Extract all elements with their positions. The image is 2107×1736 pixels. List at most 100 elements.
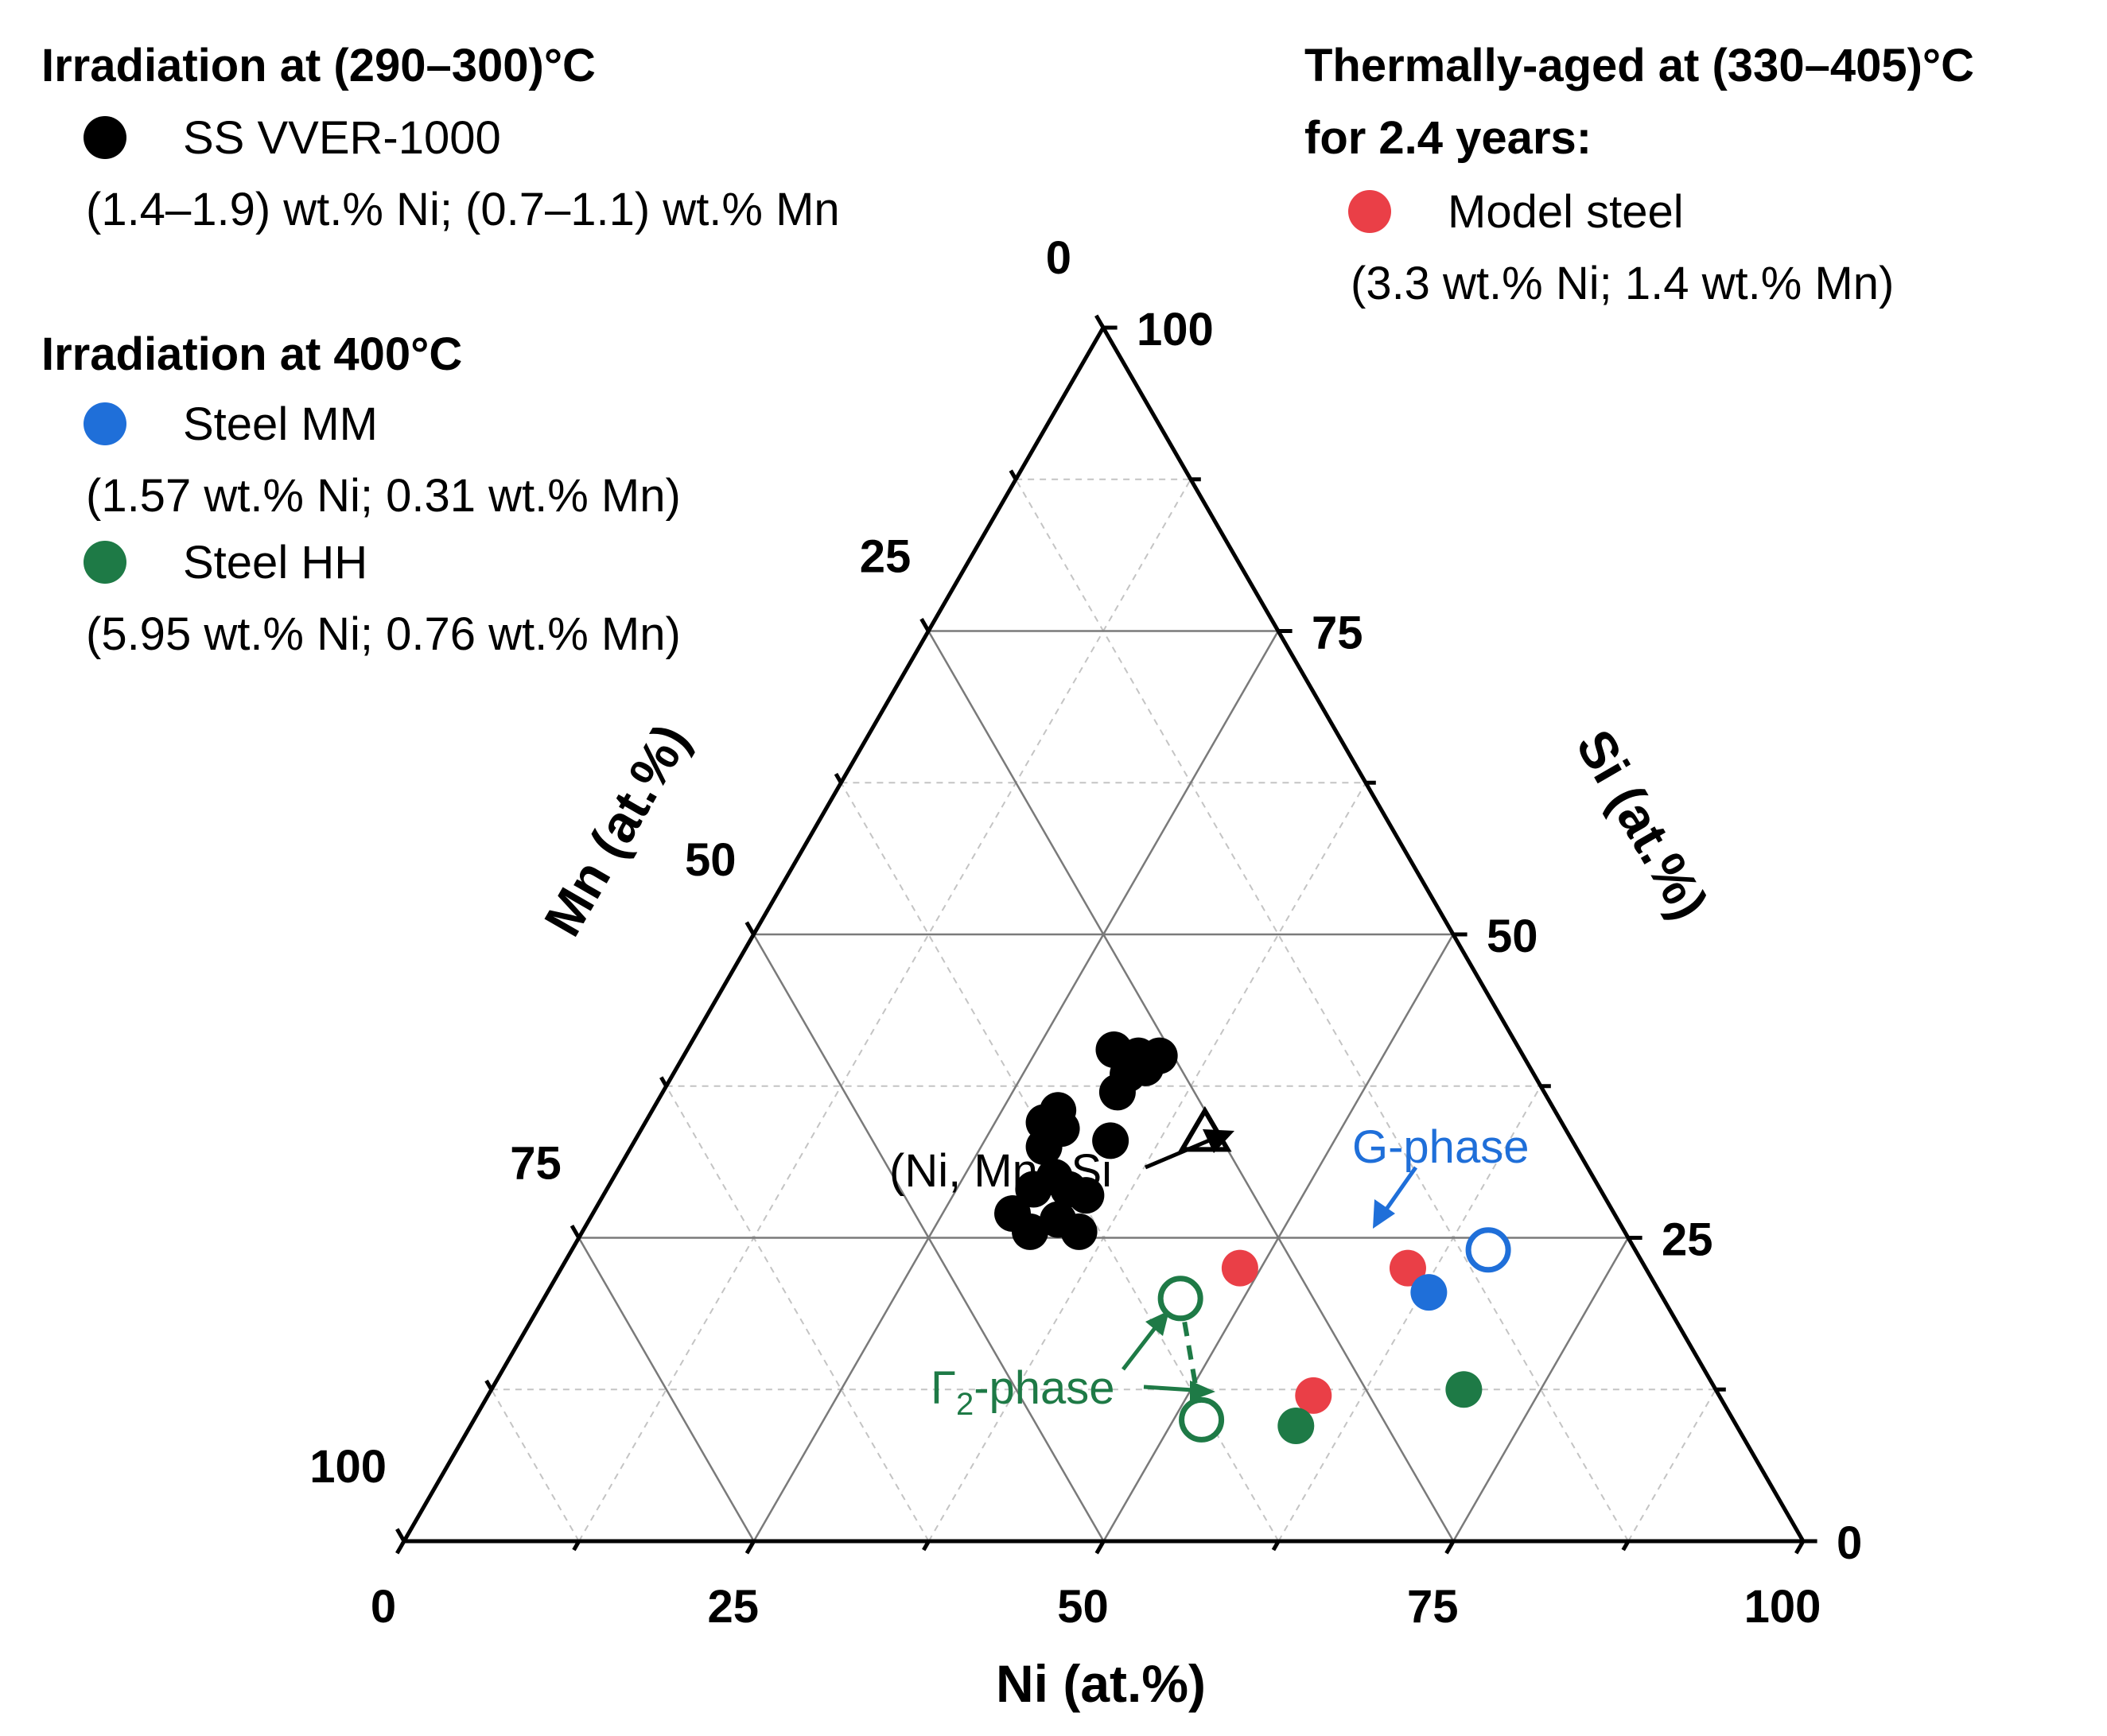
ni-tick-25: 25 bbox=[707, 1581, 759, 1633]
major-grid bbox=[577, 630, 1630, 1542]
legend-note-vver: (1.4–1.9) wt.% Ni; (0.7–1.1) wt.% Mn bbox=[86, 184, 840, 235]
tick-mn-100 bbox=[395, 1528, 406, 1543]
point-ss-vver-1000-16 bbox=[1067, 1177, 1105, 1214]
minor-grid-mn-62.5 bbox=[665, 1085, 930, 1542]
tick-mn-87.5 bbox=[484, 1379, 494, 1391]
minor-grid-ni-37.5 bbox=[927, 782, 1366, 1542]
legend-group-2: Irradiation at 400°C Steel MM (1.57 wt.%… bbox=[41, 328, 681, 660]
point-model-steel-1 bbox=[1221, 1249, 1258, 1287]
major-grid-mn-50 bbox=[752, 934, 1105, 1542]
legend-marker-model bbox=[1348, 190, 1391, 233]
legend-name-model: Model steel bbox=[1448, 186, 1684, 238]
tick-ni-50 bbox=[1094, 1540, 1106, 1555]
point-steel-mm-1 bbox=[1410, 1274, 1448, 1311]
gamma-phase-label: Γ2-phase bbox=[931, 1362, 1115, 1422]
si-tick-100: 100 bbox=[1137, 304, 1214, 355]
si-tick-50: 50 bbox=[1487, 911, 1538, 962]
si-axis-label: Si (at.%) bbox=[1565, 720, 1720, 928]
legend-marker-vver bbox=[84, 116, 126, 159]
gamma-arrow-upper bbox=[1122, 1326, 1157, 1371]
gamma-arrowhead-upper bbox=[1145, 1311, 1169, 1336]
point-ss-vver-1000-10 bbox=[1092, 1122, 1129, 1159]
g-phase-arrowhead bbox=[1373, 1199, 1395, 1229]
legend-name-vver: SS VVER-1000 bbox=[183, 112, 501, 164]
gamma-arrow-lower bbox=[1143, 1385, 1194, 1392]
ref-gamma-phase-circle-2 bbox=[1179, 1396, 1225, 1443]
legend-title-thermal-2: for 2.4 years: bbox=[1304, 112, 1592, 164]
ni-tick-50: 50 bbox=[1057, 1581, 1109, 1633]
point-ss-vver-1000-13 bbox=[1015, 1171, 1052, 1208]
nimnsi-label-main: (Ni, Mn) bbox=[889, 1145, 1053, 1197]
data-series bbox=[994, 1031, 1483, 1445]
legend-marker-hh bbox=[84, 541, 126, 584]
minor-grid bbox=[491, 478, 1716, 1542]
mn-tick-75: 75 bbox=[510, 1138, 562, 1190]
legend-group-3: Thermally-aged at (330–405)°C for 2.4 ye… bbox=[1304, 40, 1974, 309]
mn-tick-0: 0 bbox=[1046, 232, 1071, 284]
tick-ni-37.5 bbox=[922, 1540, 931, 1552]
point-ss-vver-1000-18 bbox=[1012, 1213, 1049, 1250]
tick-mn-62.5 bbox=[659, 1076, 668, 1088]
mn-axis-label: Mn (at.%) bbox=[533, 714, 701, 946]
ref-nimnsi-triangle bbox=[1178, 1105, 1232, 1152]
legend-group-1: Irradiation at (290–300)°C SS VVER-1000 … bbox=[41, 40, 840, 235]
minor-grid-ni-62.5 bbox=[1277, 1085, 1541, 1542]
gamma-label-tail: -phase bbox=[974, 1362, 1114, 1414]
nimnsi-label: (Ni, Mn)2Si bbox=[889, 1145, 1112, 1205]
point-model-steel-3 bbox=[1295, 1377, 1332, 1414]
mn-tick-25: 25 bbox=[860, 531, 912, 583]
bottom-tick-labels: 0 25 50 75 100 bbox=[371, 1581, 1821, 1633]
point-model-steel-2 bbox=[1389, 1249, 1426, 1287]
minor-grid-mn-87.5 bbox=[491, 1388, 580, 1542]
nimnsi-label-tail: Si bbox=[1071, 1145, 1112, 1197]
right-tick-labels: 0 25 50 75 100 bbox=[1137, 304, 1862, 1569]
si-tick-75: 75 bbox=[1312, 608, 1363, 659]
minor-grid-ni-12.5 bbox=[578, 479, 1192, 1542]
point-steel-hh-2 bbox=[1277, 1408, 1315, 1445]
major-grid-ni-25 bbox=[752, 630, 1280, 1542]
ni-tick-100: 100 bbox=[1744, 1581, 1821, 1633]
ref-gamma-phase-circle-1 bbox=[1157, 1276, 1203, 1322]
g-phase-label: G-phase bbox=[1352, 1121, 1529, 1173]
si-tick-25: 25 bbox=[1662, 1214, 1713, 1266]
legend-note-hh: (5.95 wt.% Ni; 0.76 wt.% Mn) bbox=[86, 608, 681, 660]
tick-ni-75 bbox=[1444, 1540, 1456, 1555]
nimnsi-arrowhead bbox=[1203, 1129, 1234, 1153]
point-steel-hh-1 bbox=[1445, 1371, 1483, 1408]
legend-title-thermal-1: Thermally-aged at (330–405)°C bbox=[1304, 40, 1974, 91]
point-ss-vver-1000-6 bbox=[1098, 1074, 1136, 1111]
legend-note-mm: (1.57 wt.% Ni; 0.31 wt.% Mn) bbox=[86, 470, 681, 522]
gamma-label-sub: 2 bbox=[956, 1387, 974, 1422]
axis-ticks bbox=[395, 314, 1817, 1555]
tick-mn-0 bbox=[1094, 314, 1106, 329]
ref-g-phase-circle bbox=[1465, 1227, 1511, 1273]
legend-name-mm: Steel MM bbox=[183, 398, 378, 450]
reference-phases bbox=[1157, 1105, 1511, 1443]
tick-mn-25 bbox=[919, 618, 931, 632]
legend-title-400: Irradiation at 400°C bbox=[41, 328, 462, 380]
mn-tick-100: 100 bbox=[309, 1441, 387, 1493]
nimnsi-arrow bbox=[1145, 1136, 1214, 1170]
nimnsi-label-sub: 2 bbox=[1053, 1170, 1071, 1205]
si-tick-0: 0 bbox=[1837, 1517, 1862, 1569]
tick-ni-12.5 bbox=[572, 1540, 581, 1552]
mn-tick-50: 50 bbox=[685, 834, 737, 886]
tick-ni-62.5 bbox=[1271, 1540, 1281, 1552]
ni-axis-label: Ni (at.%) bbox=[996, 1654, 1206, 1713]
legend-name-hh: Steel HH bbox=[183, 537, 367, 588]
ni-tick-0: 0 bbox=[371, 1581, 396, 1633]
left-tick-labels: 0 25 50 75 100 bbox=[309, 232, 1071, 1493]
tick-ni-25 bbox=[744, 1540, 756, 1555]
tick-mn-37.5 bbox=[834, 772, 843, 784]
point-ss-vver-1000-11 bbox=[1025, 1128, 1063, 1166]
tick-ni-0 bbox=[395, 1540, 406, 1555]
gamma-label-main: Γ bbox=[931, 1362, 956, 1414]
legend-note-model: (3.3 wt.% Ni; 1.4 wt.% Mn) bbox=[1351, 258, 1894, 309]
tick-ni-87.5 bbox=[1621, 1540, 1631, 1552]
tick-mn-75 bbox=[570, 1225, 581, 1239]
major-grid-ni-50 bbox=[1102, 934, 1455, 1542]
minor-grid-ni-87.5 bbox=[1627, 1388, 1716, 1542]
major-grid-mn-75 bbox=[577, 1237, 755, 1542]
legend-title-290-300: Irradiation at (290–300)°C bbox=[41, 40, 596, 91]
